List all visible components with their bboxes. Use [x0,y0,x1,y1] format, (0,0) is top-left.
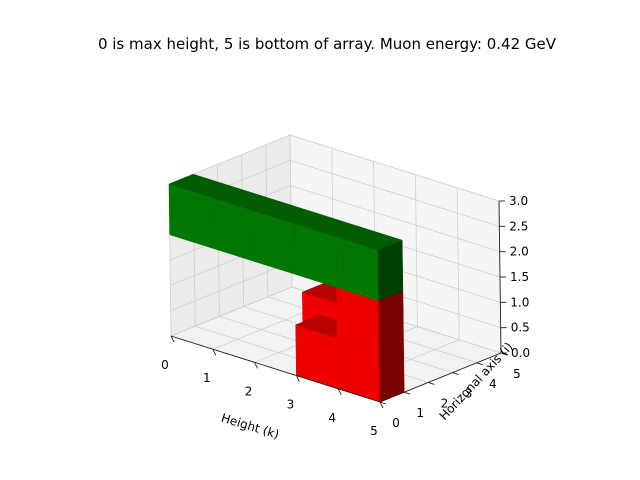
y-tick-label: 1 [416,406,424,420]
z-tick-label: 0.0 [511,346,530,360]
voxel-green [335,226,404,302]
x-tick-label: 3 [287,398,295,412]
y-axis-line [379,352,502,403]
x-tick-label: 5 [370,424,378,438]
y-tick-label: 0 [392,416,400,430]
y-tick-mark [379,401,387,405]
voxels [168,173,405,403]
x-tick-label: 1 [203,371,211,385]
z-tick-label: 2.0 [510,245,529,259]
x-tick-mark [295,375,300,382]
x-axis-label: Height (k) [220,411,281,442]
y-tick-label: 5 [513,367,521,381]
x-tick-mark [379,401,384,409]
z-tick-label: 3.0 [509,194,528,208]
x-tick-mark [337,388,342,396]
x-tick-mark [254,362,259,369]
z-tick-label: 1.0 [510,295,529,309]
z-tick-label: 0.5 [511,321,530,335]
chart-title: 0 is max height, 5 is bottom of array. M… [98,35,557,53]
y-tick-mark [428,381,435,385]
x-tick-mark [170,335,175,343]
y-tick-label: 2 [441,396,449,410]
back-grid-z [290,159,500,227]
voxel-face-side [379,341,405,403]
left-grid-z [170,286,293,337]
x-tick-mark [212,348,217,356]
x-tick-label: 0 [161,358,169,372]
y-tick-mark [476,362,483,366]
x-axis-line [170,335,381,403]
y-tick-label: 3 [465,387,473,401]
x-tick-label: 4 [328,411,336,425]
back-grid-z [289,134,500,202]
voxel-face-side [378,290,404,352]
voxel-face-top [335,226,403,251]
y-tick-mark [452,372,459,376]
x-tick-label: 2 [245,384,253,398]
y-tick-mark [404,391,411,395]
z-tick-label: 1.5 [510,270,529,284]
y-tick-label: 4 [489,377,497,391]
voxel-face-side [377,239,404,302]
z-tick-label: 2.5 [509,219,528,233]
back-grid-z [290,185,500,253]
left-grid-z [170,261,292,312]
axis-lines [170,200,508,409]
